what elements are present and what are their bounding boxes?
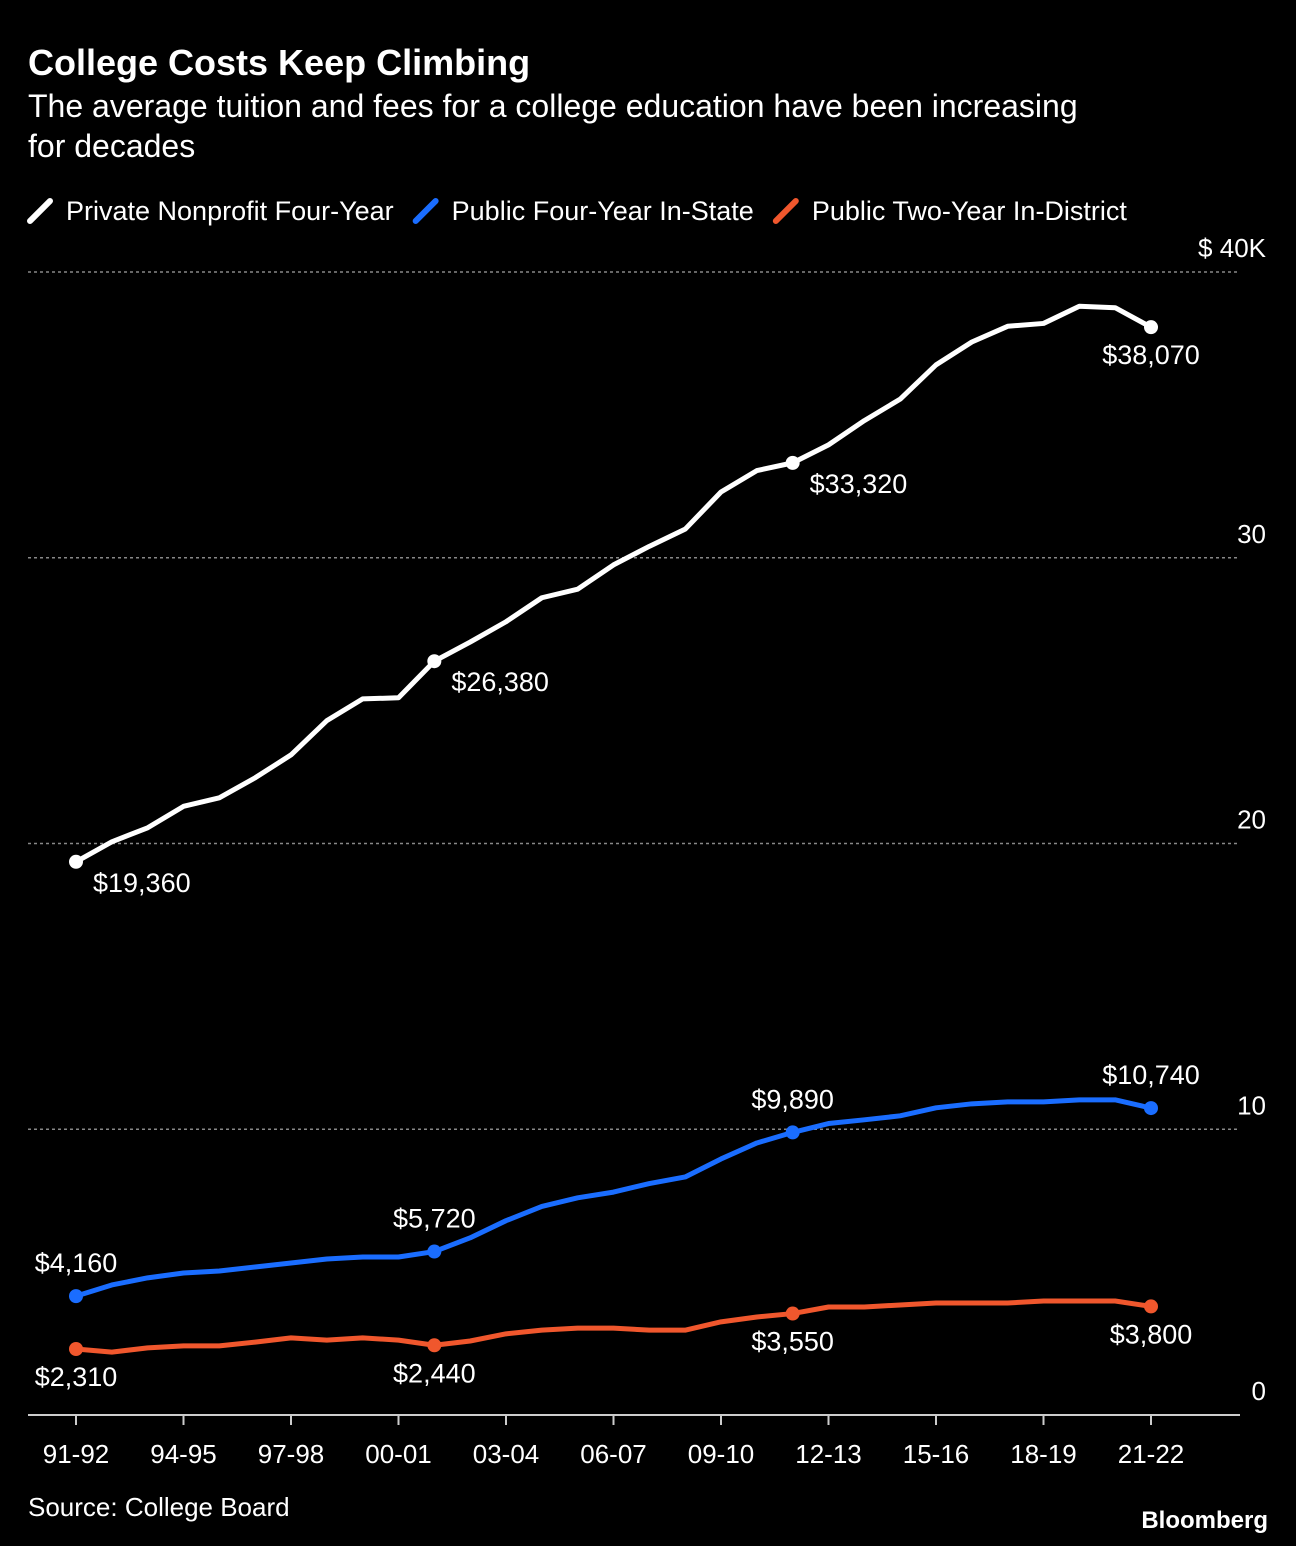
data-label: $2,440 (393, 1358, 476, 1388)
data-point (69, 1289, 83, 1304)
legend-swatch (27, 198, 53, 224)
data-label: $10,740 (1102, 1060, 1200, 1090)
y-tick-label: 30 (1237, 519, 1266, 549)
x-tick-label: 94-95 (150, 1439, 217, 1469)
legend-label: Public Four-Year In-State (452, 196, 754, 226)
legend-label: Public Two-Year In-District (812, 196, 1128, 226)
y-tick-label: 20 (1237, 805, 1266, 835)
y-tick-label: $ 40K (1198, 233, 1267, 263)
x-tick-label: 21-22 (1118, 1439, 1185, 1469)
x-tick-label: 91-92 (43, 1439, 110, 1469)
chart-title: College Costs Keep Climbing (28, 42, 530, 83)
x-tick-label: 15-16 (903, 1439, 970, 1469)
data-point (785, 455, 800, 470)
data-point (69, 854, 83, 869)
data-label: $33,320 (810, 469, 908, 499)
data-label: $5,720 (393, 1204, 476, 1234)
data-label: $3,800 (1110, 1319, 1193, 1349)
data-label: $9,890 (751, 1084, 834, 1114)
data-point (785, 1306, 800, 1321)
data-label: $19,360 (93, 868, 191, 898)
y-tick-label: 10 (1237, 1090, 1266, 1120)
series-line (74, 303, 1153, 864)
data-label: $26,380 (451, 667, 549, 697)
x-tick-label: 03-04 (473, 1439, 540, 1469)
data-label: $4,160 (35, 1248, 118, 1278)
chart-subtitle: The average tuition and fees for a colle… (28, 88, 1078, 164)
source: Source: College Board (28, 1492, 290, 1522)
data-label: $2,310 (35, 1362, 118, 1392)
data-label: $38,070 (1102, 340, 1200, 370)
data-point (427, 1338, 442, 1353)
legend-swatch (772, 198, 799, 224)
x-tick-label: 00-01 (365, 1439, 432, 1469)
data-point (1144, 320, 1158, 335)
legend-swatch (412, 198, 439, 224)
x-tick-label: 06-07 (580, 1439, 647, 1469)
x-tick-label: 12-13 (795, 1439, 862, 1469)
data-label: $3,550 (751, 1327, 834, 1357)
y-tick-label: 0 (1252, 1376, 1266, 1406)
data-point (427, 654, 442, 669)
x-tick-label: 97-98 (258, 1439, 325, 1469)
data-point (785, 1125, 800, 1140)
data-point (1144, 1101, 1158, 1116)
data-point (69, 1341, 83, 1356)
data-point (1144, 1299, 1158, 1314)
x-tick-label: 09-10 (688, 1439, 755, 1469)
series-line (75, 1298, 1152, 1355)
data-point (427, 1244, 442, 1259)
legend-label: Private Nonprofit Four-Year (66, 196, 394, 226)
x-tick-label: 18-19 (1010, 1439, 1077, 1469)
series-line (75, 1097, 1152, 1299)
brand: Bloomberg (1141, 1507, 1268, 1534)
